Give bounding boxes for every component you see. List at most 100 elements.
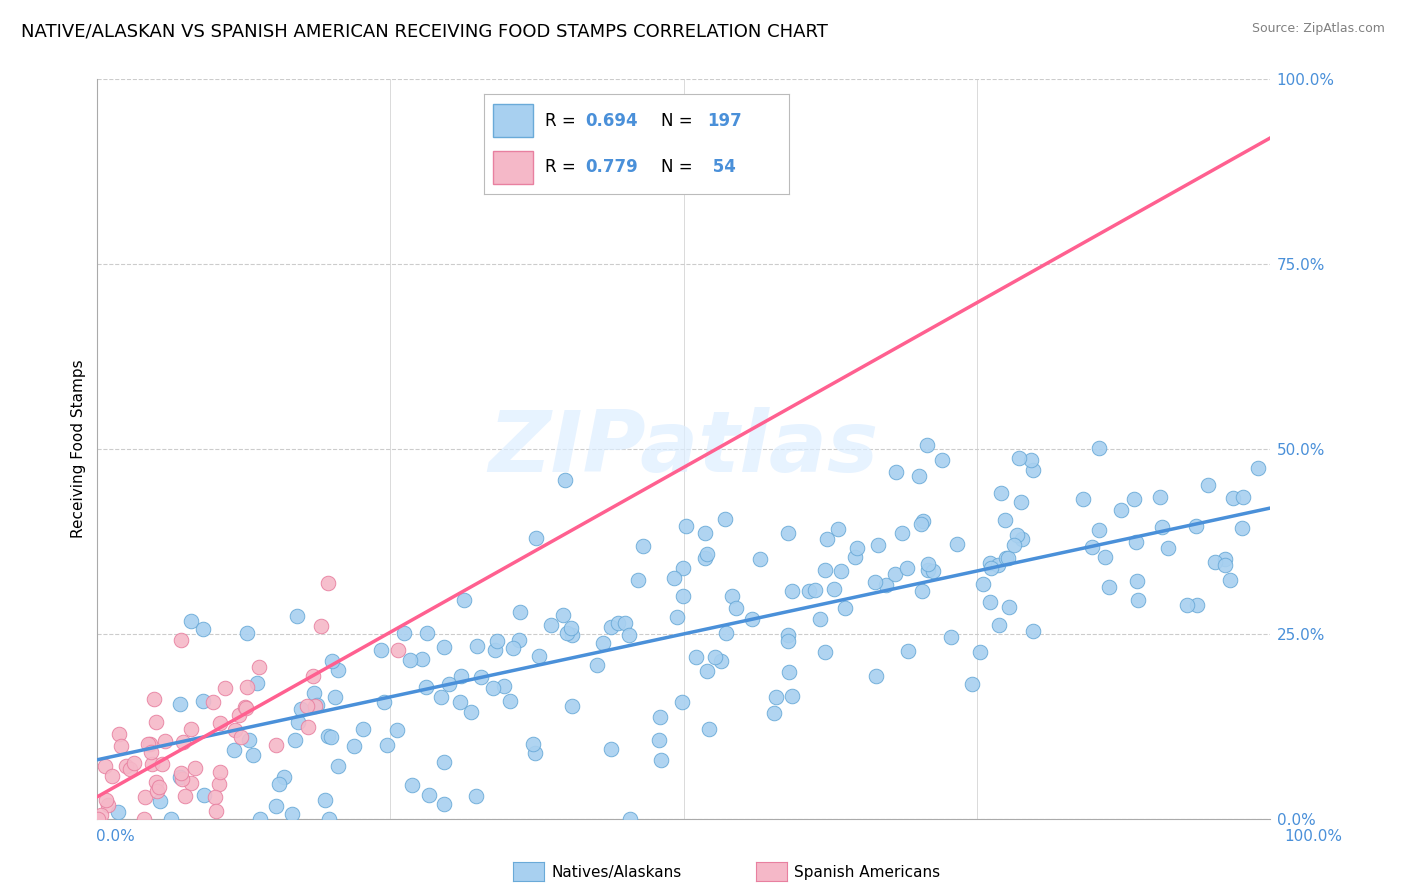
Point <box>1011 495 1033 509</box>
Point <box>529 649 551 664</box>
Point <box>352 722 374 736</box>
Point <box>484 643 506 657</box>
Point <box>146 784 169 798</box>
Point <box>1081 540 1104 554</box>
Point <box>284 732 307 747</box>
Point <box>866 538 889 552</box>
Point <box>741 612 763 626</box>
Point <box>290 702 312 716</box>
Point <box>540 618 562 632</box>
Point <box>778 634 800 648</box>
Point <box>891 525 914 540</box>
Point <box>375 739 398 753</box>
Point <box>209 765 232 780</box>
Point <box>814 563 837 577</box>
Point <box>778 665 800 679</box>
Point <box>1184 519 1206 533</box>
Point <box>917 563 939 577</box>
Point <box>499 694 522 708</box>
Text: 0.0%: 0.0% <box>96 830 135 844</box>
Point <box>465 639 488 653</box>
Point <box>465 789 488 804</box>
Point <box>343 739 366 753</box>
Point <box>704 650 727 665</box>
Point <box>697 722 720 736</box>
Point <box>619 628 641 642</box>
Point <box>418 789 440 803</box>
Point <box>208 777 231 791</box>
Point <box>204 790 226 805</box>
Point <box>1111 503 1133 517</box>
Point <box>911 514 934 528</box>
Point <box>433 640 456 654</box>
Point <box>1197 478 1219 492</box>
Point <box>107 805 129 819</box>
Point <box>555 626 578 640</box>
Point <box>979 595 1001 609</box>
Point <box>321 654 343 668</box>
Point <box>193 788 215 802</box>
Point <box>231 730 253 744</box>
Point <box>1175 598 1198 612</box>
Point <box>450 669 472 683</box>
Point <box>249 660 271 674</box>
Point <box>994 513 1017 527</box>
Point <box>108 727 131 741</box>
Point <box>1088 523 1111 537</box>
Point <box>134 790 156 805</box>
Point <box>318 729 340 743</box>
Y-axis label: Receiving Food Stamps: Receiving Food Stamps <box>72 359 86 538</box>
Point <box>599 742 621 756</box>
Point <box>946 537 969 551</box>
Point <box>897 644 920 658</box>
Point <box>917 437 939 451</box>
Point <box>586 658 609 673</box>
Point <box>763 706 786 720</box>
Point <box>228 707 250 722</box>
Point <box>672 561 695 575</box>
Point <box>1002 537 1025 551</box>
Point <box>214 681 236 695</box>
Point <box>305 698 328 712</box>
Point <box>401 778 423 792</box>
Point <box>911 583 934 598</box>
Point <box>1022 624 1045 639</box>
Point <box>693 526 716 541</box>
Point <box>149 794 172 808</box>
Point <box>551 608 574 623</box>
Point <box>631 539 654 553</box>
Point <box>94 759 117 773</box>
Point <box>979 556 1001 570</box>
Point <box>235 700 257 714</box>
Point <box>297 720 319 734</box>
Point <box>969 645 991 659</box>
Point <box>172 734 194 748</box>
Point <box>990 486 1012 500</box>
Point <box>1011 533 1033 547</box>
Point <box>749 552 772 566</box>
Point <box>1087 441 1109 455</box>
Point <box>90 808 112 822</box>
Point <box>1122 492 1144 507</box>
Point <box>600 620 623 634</box>
Point <box>776 628 799 642</box>
Point <box>205 804 228 818</box>
Point <box>236 680 259 694</box>
Point <box>716 626 738 640</box>
Point <box>304 699 326 714</box>
Point <box>865 575 887 590</box>
Point <box>561 699 583 714</box>
Point <box>884 465 907 479</box>
Point <box>509 605 531 619</box>
Point <box>139 737 162 751</box>
Point <box>97 797 120 812</box>
Point <box>606 615 628 630</box>
Point <box>316 575 339 590</box>
Point <box>922 565 945 579</box>
Point <box>592 636 614 650</box>
Point <box>1149 490 1171 504</box>
Point <box>960 677 983 691</box>
Point <box>321 730 343 744</box>
Point <box>267 777 290 791</box>
Point <box>666 610 689 624</box>
